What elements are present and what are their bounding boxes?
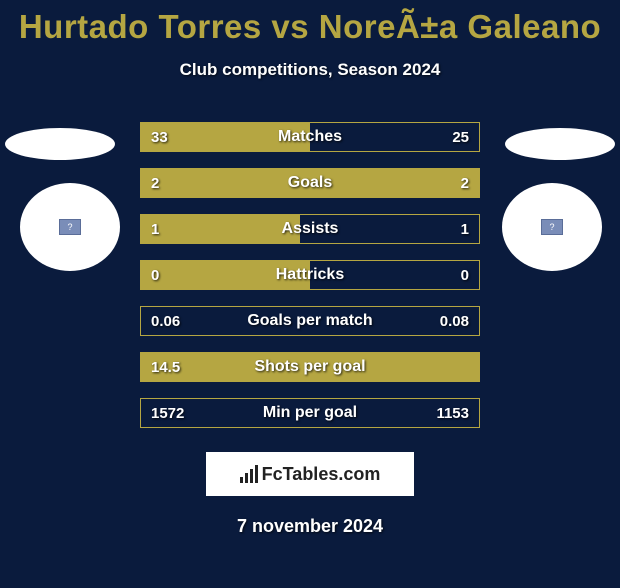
stat-left-value: 1572 <box>151 399 184 427</box>
stat-row: 0.06 0.08Goals per match <box>140 306 480 336</box>
stat-row: 11Assists <box>140 214 480 244</box>
stat-right-value: 1153 <box>436 399 469 427</box>
stat-row: 22Goals <box>140 168 480 198</box>
stat-left-value: 2 <box>151 169 159 197</box>
stat-left-value: 0 <box>151 261 159 289</box>
stat-right-value: 25 <box>452 123 469 151</box>
placeholder-icon: ? <box>59 219 81 235</box>
stat-right-value: 1 <box>461 215 469 243</box>
stat-right-value: 2 <box>461 169 469 197</box>
stat-label: Goals per match <box>141 307 479 335</box>
stats-container: 3325Matches22Goals11Assists00Hattricks0.… <box>140 122 480 428</box>
player-badge-left: ? <box>20 183 120 271</box>
page-subtitle: Club competitions, Season 2024 <box>0 60 620 80</box>
stat-row: 1572 1153Min per goal <box>140 398 480 428</box>
logo: FcTables.com <box>206 452 414 496</box>
stat-left-value: 0.06 <box>151 307 180 335</box>
placeholder-icon: ? <box>541 219 563 235</box>
player-oval-left <box>5 128 115 160</box>
stat-right-value: 0.08 <box>440 307 469 335</box>
stat-right-value: 0 <box>461 261 469 289</box>
player-badge-right: ? <box>502 183 602 271</box>
stat-label: Min per goal <box>141 399 479 427</box>
stat-row: 14.5Shots per goal <box>140 352 480 382</box>
stat-fill-left <box>141 353 479 381</box>
stat-fill-left <box>141 169 310 197</box>
stat-left-value: 33 <box>151 123 168 151</box>
page-title: Hurtado Torres vs NoreÃ±a Galeano <box>0 8 620 46</box>
logo-text: FcTables.com <box>262 464 381 485</box>
footer-date: 7 november 2024 <box>0 516 620 537</box>
stat-fill-left <box>141 215 300 243</box>
stat-fill-right <box>310 169 479 197</box>
stat-left-value: 14.5 <box>151 353 180 381</box>
stat-fill-left <box>141 261 310 289</box>
player-oval-right <box>505 128 615 160</box>
stat-left-value: 1 <box>151 215 159 243</box>
stat-row: 00Hattricks <box>140 260 480 290</box>
stat-row: 3325Matches <box>140 122 480 152</box>
bar-chart-icon <box>240 465 258 483</box>
